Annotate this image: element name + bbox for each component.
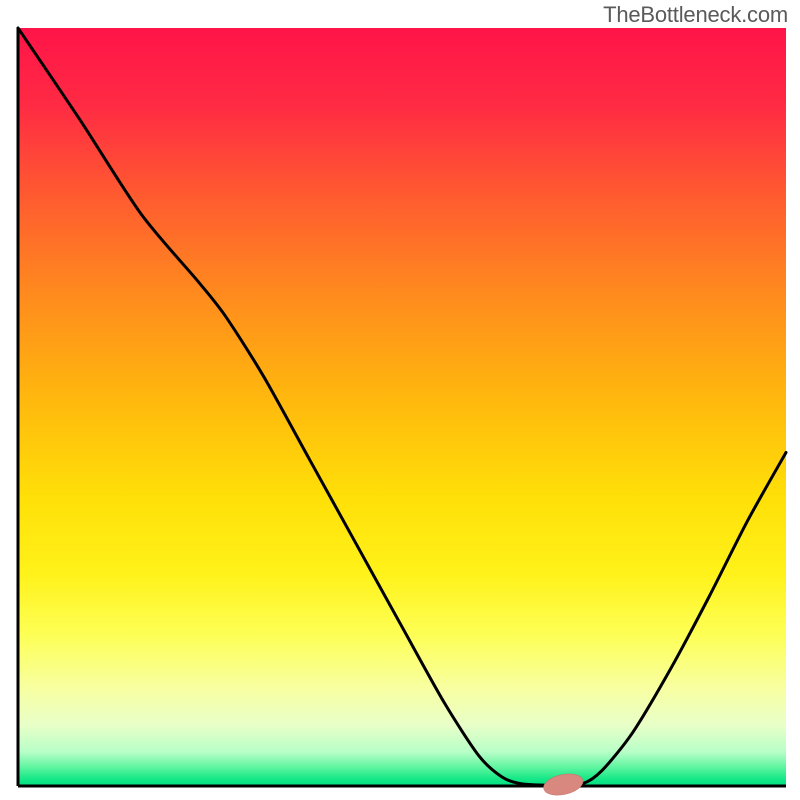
chart-container: TheBottleneck.com [0,0,800,800]
chart-background [18,28,786,786]
watermark-text: TheBottleneck.com [603,2,788,28]
bottleneck-chart [0,0,800,800]
